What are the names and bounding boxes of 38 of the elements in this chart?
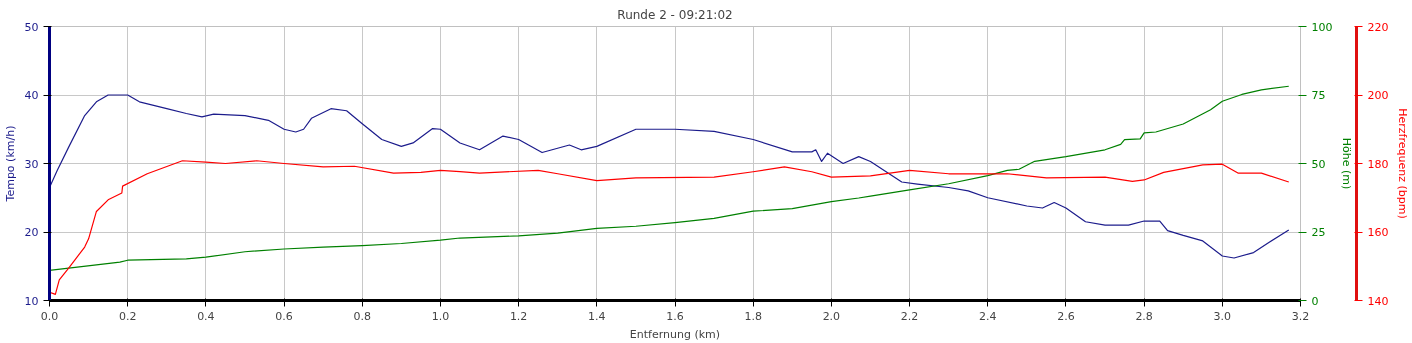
x-tick-label: 2.0 [822, 309, 841, 323]
x-tick-label: 3.2 [1291, 309, 1310, 323]
x-tick-label: 2.8 [1135, 309, 1153, 323]
x-tick-label: 0.0 [40, 309, 59, 323]
y3-tick-label: 220 [1367, 20, 1389, 34]
y3-tick-label: 200 [1367, 89, 1389, 102]
x-tick-label: 1.4 [588, 309, 606, 323]
y3-tick-label: 140 [1367, 294, 1389, 308]
y-tick-label: 10 [24, 294, 39, 308]
x-tick-label: 1.2 [509, 309, 528, 323]
x-tick-label: 1.6 [666, 309, 684, 323]
y2-tick-label: 25 [1311, 226, 1326, 239]
x-tick-label: 1.8 [744, 309, 762, 323]
x-tick-label: 0.8 [353, 309, 371, 323]
x-axis-title: Entfernung (km) [629, 327, 721, 341]
x-tick-label: 1.0 [431, 309, 450, 323]
x-tick-label: 0.2 [118, 309, 137, 323]
x-tick-label: 0.6 [275, 309, 293, 323]
y2-tick-label: 75 [1311, 89, 1326, 102]
y3-axis-title: Herzfrequenz (bpm) [1396, 108, 1410, 219]
y2-tick-label: 100 [1311, 20, 1333, 34]
y-axis-title: Tempo (km/h) [3, 125, 17, 203]
x-tick-label: 2.4 [979, 309, 997, 323]
y-tick-label: 50 [24, 20, 39, 34]
y-tick-label: 30 [24, 157, 39, 171]
y-tick-label: 40 [24, 89, 39, 102]
x-tick-label: 2.2 [900, 309, 919, 323]
chart-title: Runde 2 - 09:21:02 [617, 7, 733, 22]
y2-tick-label: 0 [1311, 294, 1319, 308]
y-tick-label: 20 [24, 226, 39, 239]
y3-tick-label: 160 [1367, 226, 1389, 239]
y2-axis-title: Höhe (m) [1340, 137, 1354, 190]
x-tick-label: 3.0 [1213, 309, 1232, 323]
line-series [49, 160, 1290, 295]
x-tick-label: 0.4 [197, 309, 215, 323]
y3-tick-label: 180 [1367, 157, 1389, 171]
y2-tick-label: 50 [1311, 157, 1326, 171]
x-tick-label: 2.6 [1057, 309, 1075, 323]
